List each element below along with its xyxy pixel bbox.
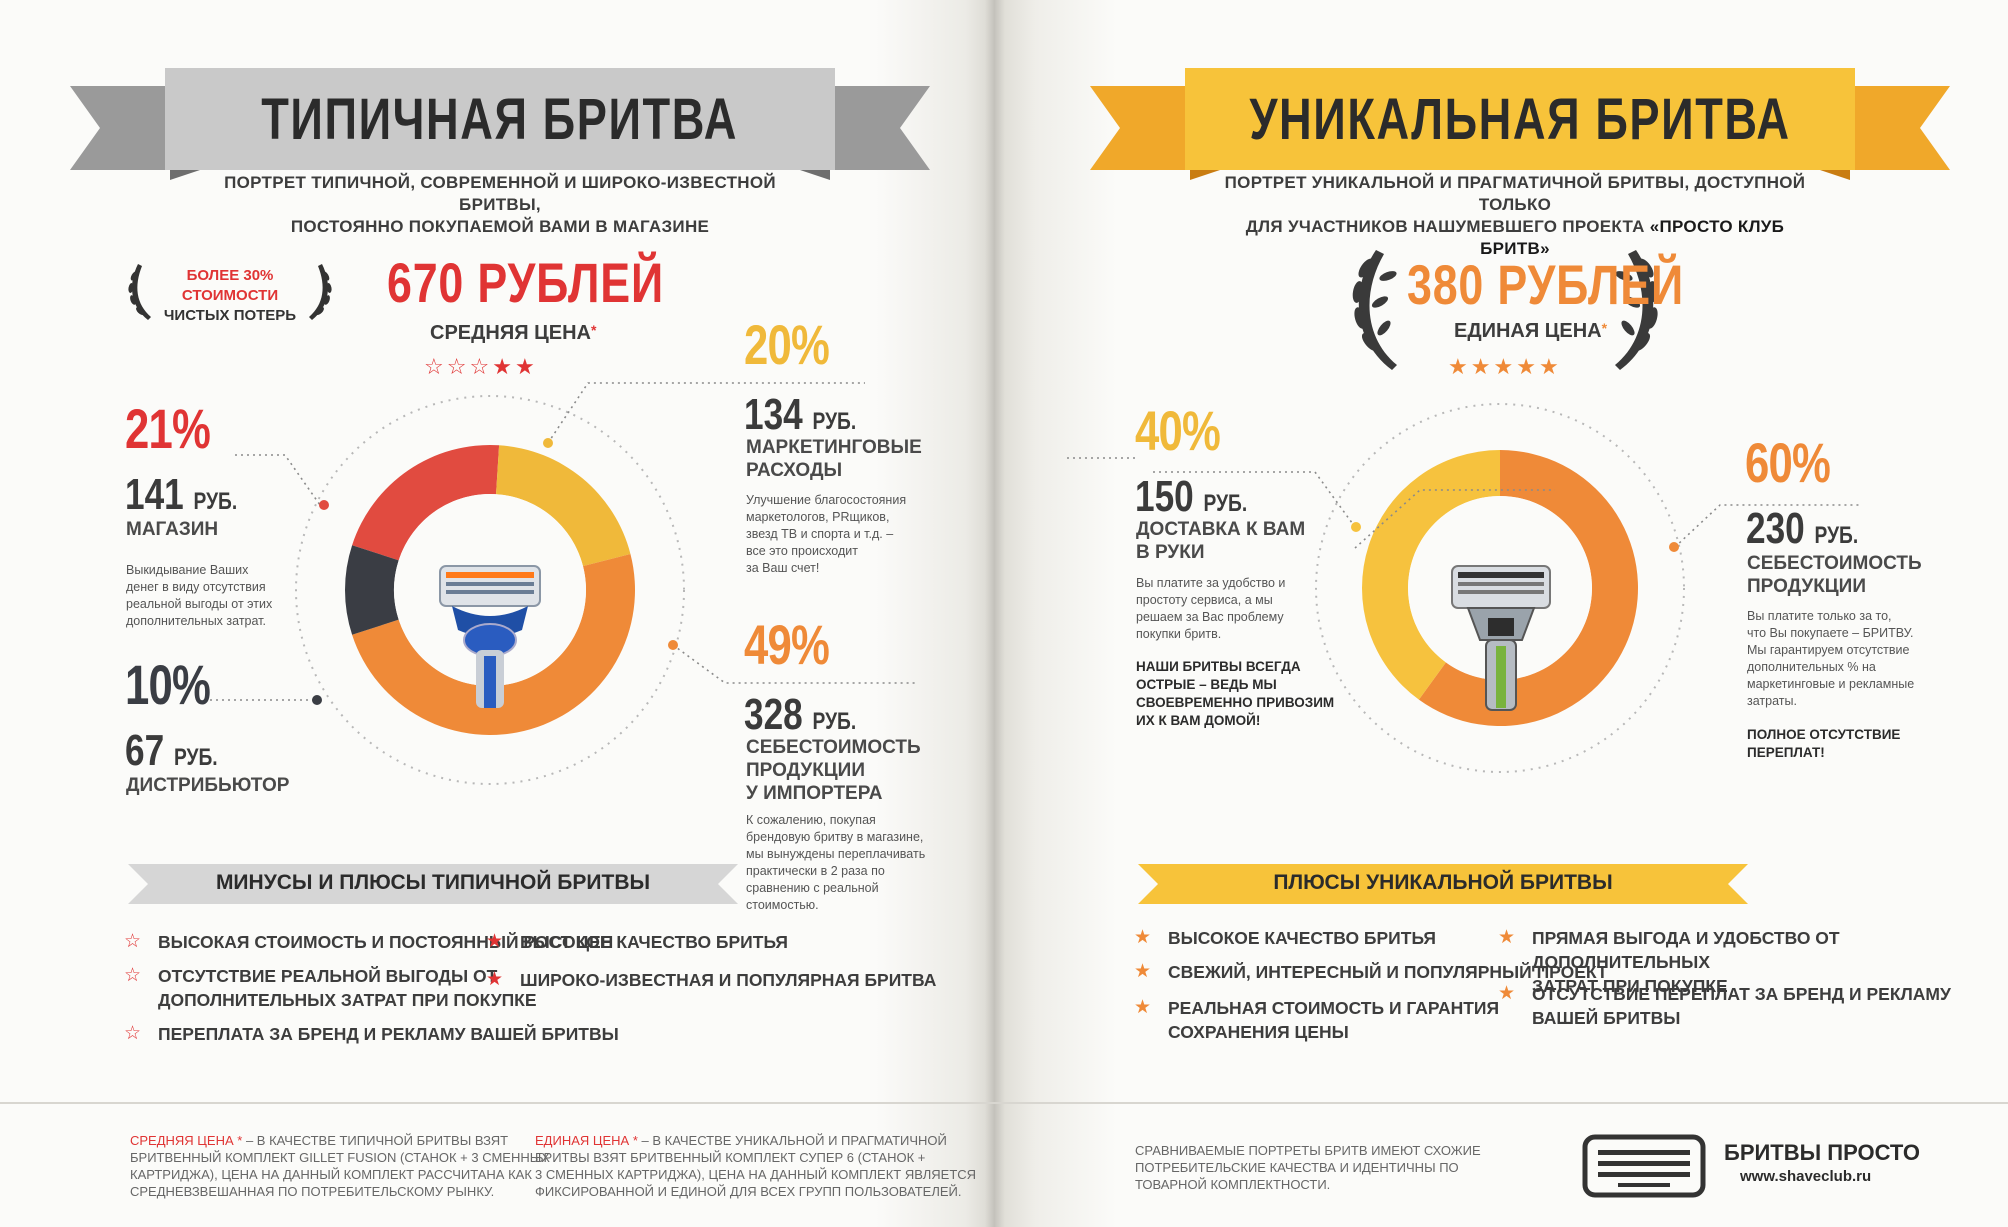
left-list-title: МИНУСЫ И ПЛЮСЫ ТИПИЧНОЙ БРИТВЫ [215,871,651,894]
brand-name: БРИТВЫ ПРОСТО [1724,1140,1920,1165]
left-price: 670 РУБЛЕЙ [387,251,664,314]
delivery-percent: 40% [1135,399,1221,462]
plus-item: ★ ОТСУТСТВИЕ ПЕРЕПЛАТ ЗА БРЕНД И РЕКЛАМУ В… [1498,983,1951,1028]
footer-divider [0,1102,2008,1104]
star-full-icon: ★ [514,354,538,379]
right-title: УНИКАЛЬНАЯ БРИТВА [1249,86,1791,152]
star-outline-icon: ☆ [124,1023,142,1044]
footnote-average-price: СРЕДНЯЯ ЦЕНА * – В КАЧЕСТВЕ ТИПИЧНОЙ БРИ… [130,1133,550,1199]
marketing-percent: 20% [744,313,830,376]
distributor-amount: 67 РУБ. [125,726,218,775]
shop-description: Выкидывание Ваших денег в виду отсутствия… [126,563,273,628]
donut-segment-delivery [1362,450,1500,700]
star-full-icon: ★ [1538,354,1562,379]
right-laurel-icon [1352,250,1660,370]
left-donut-segments [345,445,635,735]
cost-label-right: СЕБЕСТОИМОСТЬ ПРОДУКЦИИ [1747,553,1922,597]
star-filled-icon: ★ [1134,997,1152,1018]
cost-percent-right: 60% [1745,431,1831,494]
minus-item: ☆ ПЕРЕПЛАТА ЗА БРЕНД И РЕКЛАМУ ВАШЕЙ БРИТ… [124,1023,619,1044]
plus-item: ★ ПРЯМАЯ ВЫГОДА И УДОБСТВО ОТ ДОПОЛНИТЕЛЬ… [1498,927,1840,996]
left-title-ribbon [70,68,930,180]
distributor-percent: 10% [125,653,211,716]
star-filled-icon: ★ [1134,927,1152,948]
star-outline-icon: ☆ [124,931,142,952]
right-title-ribbon [1090,68,1950,180]
delivery-description: Вы платите за удобство и простоту сервиса… [1136,576,1286,641]
left-laurel-icon [128,264,332,320]
star-empty-icon: ☆ [469,354,493,379]
donut-segment-shop [352,445,500,561]
plus-item: ★ РЕАЛЬНАЯ СТОИМОСТЬ И ГАРАНТИЯ СОХРАНЕНИЯ… [1134,997,1500,1042]
star-full-icon: ★ [1448,354,1471,379]
left-list-ribbon [128,864,738,904]
footnote-single-price: ЕДИНАЯ ЦЕНА * – В КАЧЕСТВЕ УНИКАЛЬНОЙ И … [535,1133,977,1199]
brand-logo-icon [1582,1134,1706,1198]
cost-label: СЕБЕСТОИМОСТЬ ПРОДУКЦИИ У ИМПОРТЕРА [746,737,921,804]
marketing-amount: 134 РУБ. [744,390,857,439]
right-donut-segments [1362,450,1638,726]
right-list-title: ПЛЮСЫ УНИКАЛЬНОЙ БРИТВЫ [1273,871,1613,894]
star-filled-icon: ★ [486,931,504,952]
left-connectors [200,382,915,705]
laurel-caption: БОЛЕЕ 30% СТОИМОСТИ ЧИСТЫХ ПОТЕРЬ [163,267,297,324]
plus-item: ★ ШИРОКО-ИЗВЕСТНАЯ И ПОПУЛЯРНАЯ БРИТВА [486,969,937,990]
left-rating: ☆☆☆★★ [424,354,538,380]
brand-site-link[interactable]: www.shaveclub.ru [1740,1168,1872,1185]
distributor-label: ДИСТРИБЬЮТОР [126,775,290,796]
donut-segment-cost [352,553,635,735]
cost-highlight-right: ПОЛНОЕ ОТСУТСТВИЕ ПЕРЕПЛАТ! [1747,727,1901,760]
left-subtitle: ПОРТРЕТ ТИПИЧНОЙ, СОВРЕМЕННОЙ И ШИРОКО-И… [224,173,776,236]
marketing-description: Улучшение благосостояния маркетологов, PR… [746,493,907,575]
star-full-icon: ★ [1516,354,1539,379]
shop-percent: 21% [125,397,211,460]
delivery-highlight: НАШИ БРИТВЫ ВСЕГДА ОСТРЫЕ – ВЕДЬ МЫ СВОЕВР… [1136,659,1335,728]
right-price: 380 РУБЛЕЙ [1407,253,1684,316]
donut-segment-cost [1418,450,1638,726]
fusion-razor-image [439,565,541,708]
book-fold [985,0,1005,1227]
star-empty-icon: ☆ [424,354,447,379]
right-rating: ★★★★★ [1448,354,1562,380]
donut-segment-distributor [345,545,399,635]
star-full-icon: ★ [492,354,515,379]
star-empty-icon: ☆ [446,354,470,379]
minus-item: ☆ ВЫСОКАЯ СТОИМОСТЬ И ПОСТОЯННЫЙ РОСТ ЦЕН [124,931,614,952]
cost-description-right: Вы платите только за то, что Вы покупаете… [1747,609,1915,708]
cost-amount-right: 230 РУБ. [1746,504,1859,553]
left-title: ТИПИЧНАЯ БРИТВА [261,86,739,152]
right-list-ribbon [1138,864,1748,904]
minus-item: ☆ ОТСУТСТВИЕ РЕАЛЬНОЙ ВЫГОДЫ ОТ ДОПОЛНИТЕЛ… [124,965,537,1010]
cost-percent: 49% [744,613,830,676]
star-full-icon: ★ [1470,354,1494,379]
star-filled-icon: ★ [1498,983,1516,1004]
marketing-label: МАРКЕТИНГОВЫЕ РАСХОДЫ [746,437,922,481]
star-filled-icon: ★ [1498,927,1516,948]
right-connector-lines [1150,471,1860,552]
plus-item: ★ СВЕЖИЙ, ИНТЕРЕСНЫЙ И ПОПУЛЯРНЫЙ ПРОЕКТ [1134,961,1608,982]
right-price-label: ЕДИНАЯ ЦЕНА* [1454,320,1608,342]
plus-item: ★ ВЫСОКОЕ КАЧЕСТВО БРИТЬЯ [1134,927,1436,948]
donut-segment-marketing [496,445,631,567]
footnote-comparison: СРАВНИВАЕМЫЕ ПОРТРЕТЫ БРИТВ ИМЕЮТ СХОЖИЕ… [1135,1143,1481,1192]
shop-label: МАГАЗИН [126,519,219,540]
delivery-label: ДОСТАВКА К ВАМ В РУКИ [1136,519,1306,563]
star-full-icon: ★ [1493,354,1517,379]
plus-item: ★ ВЫСОКОЕ КАЧЕСТВО БРИТЬЯ [486,931,788,952]
delivery-amount: 150 РУБ. [1135,472,1248,521]
left-price-label: СРЕДНЯЯ ЦЕНА* [430,322,597,344]
super6-razor-image [1451,565,1551,711]
shop-amount: 141 РУБ. [125,470,238,519]
star-filled-icon: ★ [1134,961,1152,982]
cost-amount: 328 РУБ. [744,690,857,739]
star-filled-icon: ★ [486,969,504,990]
star-outline-icon: ☆ [124,965,142,986]
right-subtitle: ПОРТРЕТ УНИКАЛЬНОЙ И ПРАГМАТИЧНОЙ БРИТВЫ… [1224,173,1806,258]
left-donut-chart [295,395,685,785]
cost-description: К сожалению, покупая брендовую бритву в м… [746,813,926,912]
